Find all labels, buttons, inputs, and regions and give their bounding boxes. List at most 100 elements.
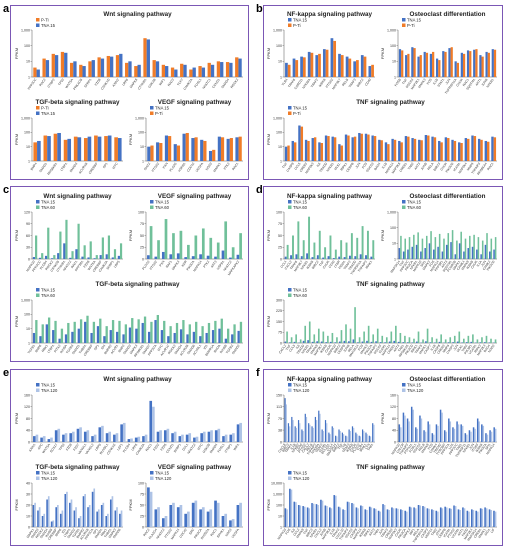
x-tick-label: TREM2 — [433, 443, 443, 454]
x-tick-label: RAC2 — [142, 528, 150, 537]
legend-swatch — [402, 23, 406, 27]
bar — [470, 431, 472, 442]
bar — [318, 230, 321, 259]
bar — [484, 342, 486, 343]
y-tick-label: 1,000 — [21, 298, 30, 302]
x-tick-label: MAPK10 — [390, 443, 401, 456]
bar — [73, 510, 76, 527]
bar — [208, 150, 213, 161]
x-tick-label: IL1B — [381, 162, 388, 170]
legend-swatch — [36, 200, 40, 204]
bar — [77, 328, 80, 343]
x-tick-label: PIK3CA — [186, 259, 196, 271]
x-tick-label: WNT5A — [64, 77, 74, 89]
bar — [469, 51, 472, 77]
bar — [381, 335, 384, 343]
bar — [87, 507, 89, 527]
bar — [224, 513, 228, 527]
bar — [413, 234, 415, 259]
bar — [115, 55, 120, 77]
x-tick-label: TRAF3 — [380, 528, 389, 539]
legend-swatch — [36, 106, 40, 110]
x-tick-label: CHUK — [394, 527, 403, 537]
bar — [411, 47, 414, 77]
bar — [464, 138, 468, 161]
bar — [50, 521, 53, 527]
x-tick-label: CREB3 — [299, 162, 309, 173]
x-tick-label: IL1B — [430, 344, 437, 352]
bar — [333, 40, 337, 77]
bar — [313, 242, 316, 259]
x-tick-label: PLCB4 — [122, 443, 131, 454]
bar — [412, 409, 414, 442]
bar — [322, 49, 326, 77]
bar — [432, 510, 435, 527]
x-tick-label: CDC42 — [179, 528, 188, 539]
bar — [363, 56, 367, 77]
x-tick-label: PIK3CD — [404, 343, 414, 355]
bar — [47, 136, 51, 161]
bar — [286, 509, 288, 527]
x-tick-label: SMAD6 — [112, 528, 122, 539]
x-tick-label: THBS1 — [103, 528, 112, 539]
y-tick-label: 100 — [24, 131, 30, 135]
bar — [328, 432, 330, 442]
x-tick-label: PIK3CA — [478, 442, 488, 454]
bar — [490, 431, 493, 442]
bar — [332, 258, 335, 259]
bar — [397, 341, 400, 343]
x-tick-label: CD40 — [328, 260, 336, 269]
bar — [185, 132, 189, 161]
bar — [437, 246, 439, 259]
bar — [161, 518, 165, 527]
x-tick-label: TNFAIP3 — [367, 344, 378, 357]
x-tick-label: LRP5 — [113, 260, 121, 269]
bar — [338, 144, 341, 161]
x-tick-label: CXCL10 — [335, 528, 345, 540]
y-tick-label: 25 — [278, 246, 282, 250]
bar — [413, 507, 415, 527]
bar — [413, 338, 415, 343]
bar — [94, 135, 98, 161]
bar — [342, 509, 344, 527]
y-tick-label: 30 — [26, 246, 30, 250]
x-tick-label: IKBKB — [475, 443, 484, 453]
legend-entry: TNA 60 — [293, 205, 308, 210]
bar — [104, 136, 108, 161]
x-tick-label: AXIN1 — [28, 443, 37, 453]
x-tick-label: MAPK8 — [460, 260, 470, 271]
bar — [96, 326, 100, 343]
bar — [69, 433, 73, 442]
x-tick-label: CASP8 — [286, 162, 295, 173]
bar — [301, 429, 303, 442]
x-tick-label: AKT3 — [368, 528, 376, 537]
bar — [324, 505, 327, 527]
bar — [351, 426, 354, 442]
legend-entry: TNA 120 — [407, 388, 424, 393]
legend-entry: TNA 60 — [41, 205, 56, 210]
x-tick-label: NFKB1 — [462, 443, 471, 454]
bar — [63, 243, 66, 259]
bar — [435, 424, 438, 442]
bar — [299, 339, 302, 343]
bar — [327, 335, 329, 343]
x-tick-label: IKBKB — [318, 78, 327, 88]
bar — [73, 321, 76, 343]
x-tick-label: TRAF5 — [414, 344, 423, 355]
bar — [229, 257, 232, 259]
bar — [491, 136, 494, 161]
x-tick-label: NFKBIA — [301, 77, 311, 89]
x-tick-label: CHUK — [349, 442, 358, 452]
legend-entry: TNA 15 — [293, 106, 308, 111]
bar — [201, 67, 206, 77]
legend-swatch — [288, 106, 292, 110]
bar — [90, 332, 93, 343]
x-tick-label: LRP6 — [121, 78, 129, 87]
bar — [183, 64, 187, 77]
chart-title: Wnt signaling pathway — [103, 11, 172, 18]
bar — [320, 499, 322, 527]
x-tick-label: MAPK8 — [295, 528, 305, 539]
bar — [191, 502, 195, 527]
